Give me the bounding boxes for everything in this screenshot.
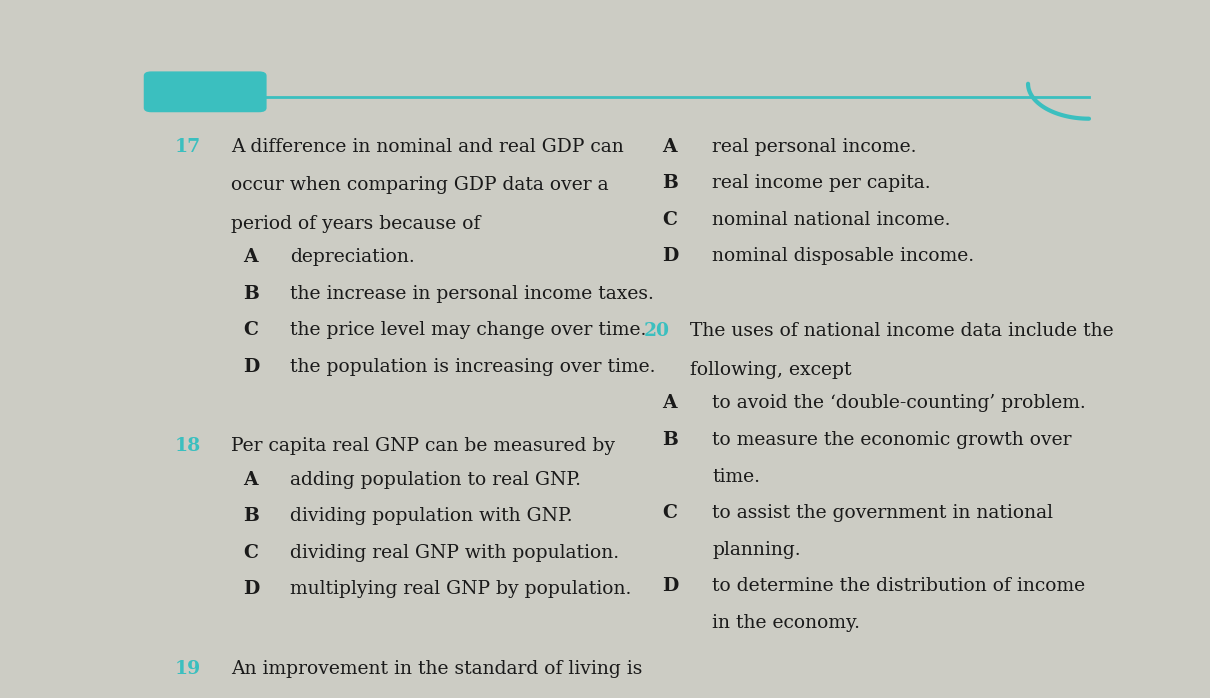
Text: the increase in personal income taxes.: the increase in personal income taxes. (290, 285, 653, 303)
Text: adding population to real GNP.: adding population to real GNP. (290, 470, 581, 489)
Text: D: D (243, 358, 259, 376)
Text: real income per capita.: real income per capita. (711, 174, 930, 192)
Text: occur when comparing GDP data over a: occur when comparing GDP data over a (231, 176, 609, 194)
Text: A difference in nominal and real GDP can: A difference in nominal and real GDP can (231, 138, 623, 156)
Text: nominal disposable income.: nominal disposable income. (711, 247, 974, 265)
Text: D: D (662, 247, 679, 265)
Text: 17: 17 (174, 138, 201, 156)
Text: 18: 18 (174, 438, 201, 455)
Text: C: C (662, 504, 678, 522)
Text: dividing population with GNP.: dividing population with GNP. (290, 507, 572, 526)
Text: Per capita real GNP can be measured by: Per capita real GNP can be measured by (231, 438, 615, 455)
Text: C: C (243, 321, 258, 339)
Text: D: D (662, 577, 679, 595)
Text: A: A (662, 138, 676, 156)
Text: A: A (243, 248, 258, 266)
Text: to measure the economic growth over: to measure the economic growth over (711, 431, 1072, 449)
FancyBboxPatch shape (144, 71, 266, 112)
Text: real personal income.: real personal income. (711, 138, 916, 156)
Text: time.: time. (711, 468, 760, 486)
Text: 20: 20 (644, 322, 669, 341)
Text: dividing real GNP with population.: dividing real GNP with population. (290, 544, 620, 562)
Text: nominal national income.: nominal national income. (711, 211, 951, 229)
Text: to assist the government in national: to assist the government in national (711, 504, 1053, 522)
Text: D: D (243, 580, 259, 598)
Text: planning.: planning. (711, 540, 801, 558)
Text: B: B (662, 431, 678, 449)
Text: A: A (243, 470, 258, 489)
Text: the price level may change over time.: the price level may change over time. (290, 321, 646, 339)
Text: An improvement in the standard of living is: An improvement in the standard of living… (231, 660, 643, 678)
Text: depreciation.: depreciation. (290, 248, 415, 266)
Text: the population is increasing over time.: the population is increasing over time. (290, 358, 656, 376)
Text: B: B (243, 285, 259, 303)
Text: in the economy.: in the economy. (711, 614, 860, 632)
Text: B: B (243, 507, 259, 526)
Text: 19: 19 (174, 660, 201, 678)
Text: C: C (243, 544, 258, 562)
Text: to determine the distribution of income: to determine the distribution of income (711, 577, 1085, 595)
Text: C: C (662, 211, 678, 229)
Text: multiplying real GNP by population.: multiplying real GNP by population. (290, 580, 632, 598)
Text: to avoid the ‘double-counting’ problem.: to avoid the ‘double-counting’ problem. (711, 394, 1085, 413)
Text: A: A (662, 394, 676, 413)
Text: following, except: following, except (691, 361, 852, 379)
Text: The uses of national income data include the: The uses of national income data include… (691, 322, 1114, 341)
Text: B: B (662, 174, 678, 192)
Text: period of years because of: period of years because of (231, 215, 480, 233)
